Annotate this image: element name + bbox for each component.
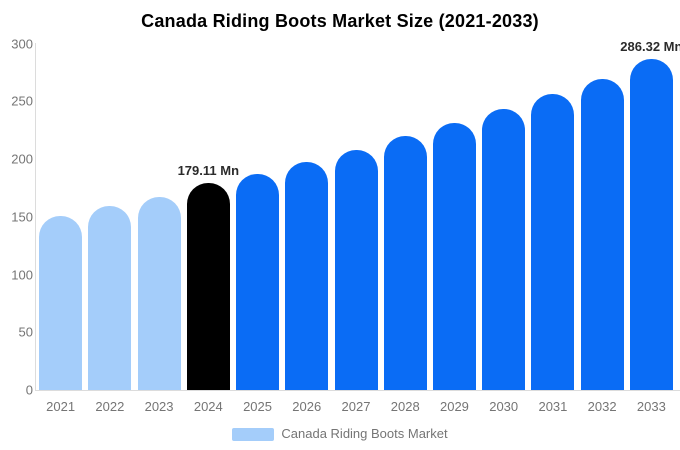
bar-2028[interactable] bbox=[383, 135, 427, 390]
y-tick-label-200: 200 bbox=[11, 151, 33, 167]
bar-2031[interactable] bbox=[531, 94, 575, 390]
chart-title: Canada Riding Boots Market Size (2021-20… bbox=[141, 11, 539, 31]
x-tick-label-2022: 2022 bbox=[95, 399, 125, 414]
bar-2027[interactable] bbox=[334, 149, 378, 390]
data-label-2024: 179.11 Mn bbox=[177, 163, 240, 179]
legend[interactable]: Canada Riding Boots Market bbox=[0, 427, 680, 441]
bar-2029[interactable] bbox=[432, 123, 476, 390]
bar-2032[interactable] bbox=[580, 79, 624, 390]
bar-2022[interactable] bbox=[88, 206, 132, 390]
bar-2023[interactable] bbox=[137, 197, 181, 390]
y-tick-label-150: 150 bbox=[11, 209, 33, 225]
bar-2026[interactable] bbox=[285, 162, 329, 390]
x-tick-label-2031: 2031 bbox=[538, 399, 568, 414]
bar-2033[interactable] bbox=[629, 59, 673, 390]
x-tick-label-2033: 2033 bbox=[636, 399, 666, 414]
x-tick-label-2028: 2028 bbox=[390, 399, 420, 414]
x-tick-label-2025: 2025 bbox=[243, 399, 272, 414]
bar-2030[interactable] bbox=[482, 109, 526, 390]
legend-swatch bbox=[232, 427, 275, 441]
bar-2021[interactable] bbox=[39, 215, 83, 390]
bar-2024[interactable] bbox=[186, 183, 230, 390]
legend-label: Canada Riding Boots Market bbox=[281, 426, 448, 441]
y-tick-label-0: 0 bbox=[25, 382, 33, 398]
y-axis-line bbox=[35, 43, 36, 391]
x-tick-label-2021: 2021 bbox=[46, 399, 76, 414]
x-tick-label-2032: 2032 bbox=[587, 399, 617, 414]
bar-2025[interactable] bbox=[236, 174, 280, 390]
x-axis-line bbox=[35, 390, 680, 391]
y-tick-label-250: 250 bbox=[11, 93, 33, 109]
x-tick-label-2030: 2030 bbox=[489, 399, 519, 414]
x-tick-label-2027: 2027 bbox=[341, 399, 371, 414]
x-tick-label-2029: 2029 bbox=[439, 399, 469, 414]
x-tick-label-2024: 2024 bbox=[193, 399, 223, 414]
y-tick-label-300: 300 bbox=[11, 36, 33, 51]
data-label-2033: 286.32 Mn bbox=[620, 39, 680, 55]
y-tick-label-100: 100 bbox=[11, 267, 33, 282]
y-tick-label-50: 50 bbox=[18, 324, 33, 340]
x-tick-label-2026: 2026 bbox=[292, 399, 322, 414]
x-tick-label-2023: 2023 bbox=[144, 399, 174, 414]
